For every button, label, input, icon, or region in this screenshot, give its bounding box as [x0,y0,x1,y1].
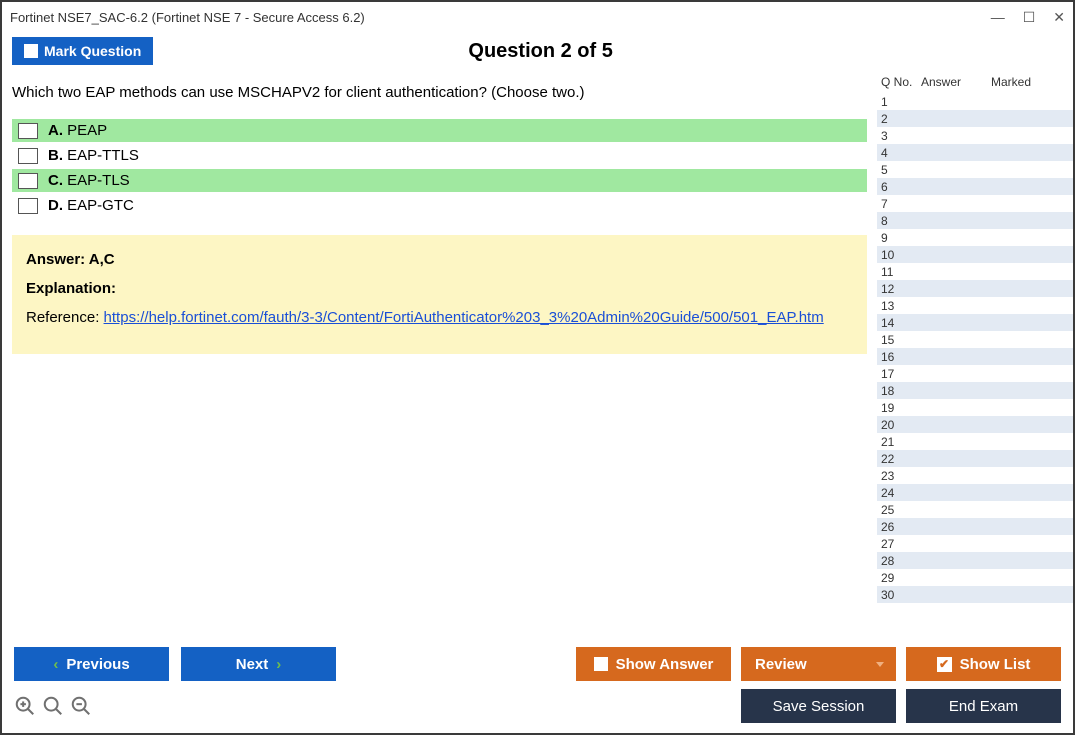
list-item[interactable]: 1 [877,93,1073,110]
reference-line: Reference: https://help.fortinet.com/fau… [26,309,853,326]
list-item[interactable]: 3 [877,127,1073,144]
option-text: D. EAP-GTC [48,197,134,214]
maximize-icon[interactable]: ☐ [1023,9,1036,26]
explanation-label: Explanation: [26,280,116,297]
option-checkbox[interactable] [18,198,38,214]
list-item[interactable]: 14 [877,314,1073,331]
option-checkbox[interactable] [18,148,38,164]
list-item[interactable]: 16 [877,348,1073,365]
list-item[interactable]: 12 [877,280,1073,297]
mark-question-button[interactable]: Mark Question [12,37,153,65]
reference-link[interactable]: https://help.fortinet.com/fauth/3-3/Cont… [104,309,824,326]
option-row[interactable]: C. EAP-TLS [12,169,867,192]
list-item[interactable]: 6 [877,178,1073,195]
mark-checkbox-icon [24,44,38,58]
titlebar: Fortinet NSE7_SAC-6.2 (Fortinet NSE 7 - … [2,2,1073,32]
answer-panel: Answer: A,C Explanation: Reference: http… [12,235,867,354]
close-icon[interactable]: ✕ [1053,9,1065,26]
zoom-in-icon[interactable] [14,695,36,717]
bottom-bar: ‹ Previous Next › Show Answer Review ✔ S… [2,639,1073,733]
zoom-out-icon[interactable] [70,695,92,717]
options-list: A. PEAP B. EAP-TTLS C. EAP-TLS D. EAP-GTC [12,119,867,217]
list-item[interactable]: 21 [877,433,1073,450]
list-item[interactable]: 7 [877,195,1073,212]
chevron-left-icon: ‹ [53,656,58,673]
list-item[interactable]: 15 [877,331,1073,348]
end-exam-label: End Exam [949,698,1018,715]
list-item[interactable]: 29 [877,569,1073,586]
show-answer-label: Show Answer [616,656,714,673]
list-item[interactable]: 28 [877,552,1073,569]
window-title: Fortinet NSE7_SAC-6.2 (Fortinet NSE 7 - … [10,10,991,25]
zoom-controls [14,695,92,717]
list-item[interactable]: 10 [877,246,1073,263]
col-qno: Q No. [881,75,921,89]
question-list-pane: Q No. Answer Marked 12345678910111213141… [877,70,1073,639]
previous-button[interactable]: ‹ Previous [14,647,169,681]
option-text: A. PEAP [48,122,107,139]
answer-label: Answer: A,C [26,251,115,268]
list-item[interactable]: 18 [877,382,1073,399]
show-list-checkbox-icon: ✔ [937,657,952,672]
list-item[interactable]: 5 [877,161,1073,178]
list-item[interactable]: 17 [877,365,1073,382]
option-row[interactable]: B. EAP-TTLS [12,144,867,167]
list-item[interactable]: 27 [877,535,1073,552]
option-text: C. EAP-TLS [48,172,130,189]
option-text: B. EAP-TTLS [48,147,139,164]
list-item[interactable]: 19 [877,399,1073,416]
col-answer: Answer [921,75,991,89]
save-session-button[interactable]: Save Session [741,689,896,723]
show-list-label: Show List [960,656,1031,673]
option-checkbox[interactable] [18,123,38,139]
mark-label: Mark Question [44,43,141,59]
list-item[interactable]: 4 [877,144,1073,161]
next-label: Next [236,656,269,673]
zoom-icon[interactable] [42,695,64,717]
question-counter: Question 2 of 5 [153,40,928,63]
review-button[interactable]: Review [741,647,896,681]
list-item[interactable]: 2 [877,110,1073,127]
show-answer-button[interactable]: Show Answer [576,647,731,681]
main-area: Which two EAP methods can use MSCHAPV2 f… [2,70,1073,639]
app-window: Fortinet NSE7_SAC-6.2 (Fortinet NSE 7 - … [0,0,1075,735]
header-row: Mark Question Question 2 of 5 [2,32,1073,70]
list-item[interactable]: 11 [877,263,1073,280]
list-item[interactable]: 8 [877,212,1073,229]
minimize-icon[interactable]: — [991,9,1005,26]
list-body[interactable]: 1234567891011121314151617181920212223242… [877,93,1073,639]
review-label: Review [755,656,807,673]
list-item[interactable]: 9 [877,229,1073,246]
list-header: Q No. Answer Marked [877,73,1073,93]
button-row-1: ‹ Previous Next › Show Answer Review ✔ S… [14,647,1061,681]
previous-label: Previous [66,656,129,673]
reference-prefix: Reference: [26,309,104,326]
option-row[interactable]: D. EAP-GTC [12,194,867,217]
question-text: Which two EAP methods can use MSCHAPV2 f… [12,84,867,101]
list-item[interactable]: 23 [877,467,1073,484]
question-pane: Which two EAP methods can use MSCHAPV2 f… [2,70,877,639]
end-exam-button[interactable]: End Exam [906,689,1061,723]
option-row[interactable]: A. PEAP [12,119,867,142]
list-item[interactable]: 24 [877,484,1073,501]
list-item[interactable]: 26 [877,518,1073,535]
list-item[interactable]: 30 [877,586,1073,603]
col-marked: Marked [991,75,1069,89]
button-row-2: Save Session End Exam [14,689,1061,723]
show-answer-checkbox-icon [594,657,608,671]
list-item[interactable]: 13 [877,297,1073,314]
next-button[interactable]: Next › [181,647,336,681]
list-item[interactable]: 20 [877,416,1073,433]
option-checkbox[interactable] [18,173,38,189]
chevron-right-icon: › [276,656,281,673]
window-controls: — ☐ ✕ [991,9,1065,26]
list-item[interactable]: 25 [877,501,1073,518]
list-item[interactable]: 22 [877,450,1073,467]
show-list-button[interactable]: ✔ Show List [906,647,1061,681]
save-session-label: Save Session [773,698,865,715]
